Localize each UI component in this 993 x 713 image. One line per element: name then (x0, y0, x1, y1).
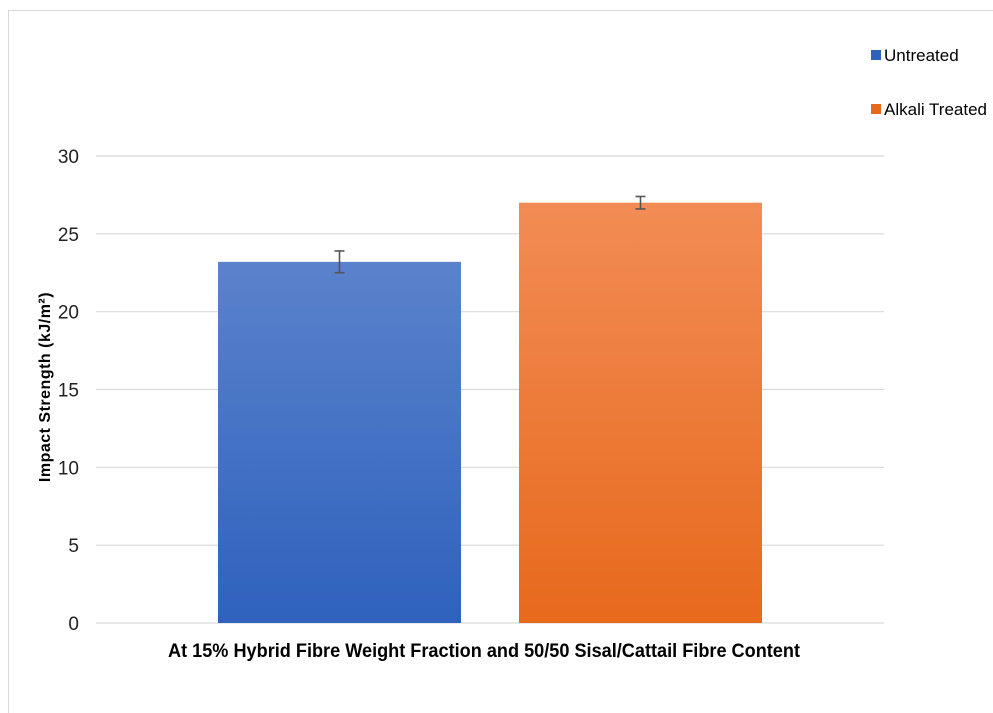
legend-label-alkali-treated: Alkali Treated (884, 100, 987, 119)
y-tick-label: 0 (68, 614, 79, 635)
error-bars (334, 195, 646, 274)
legend: Untreated Alkali Treated (871, 46, 987, 119)
y-tick-label: 10 (58, 458, 79, 479)
y-tick-label: 25 (58, 225, 79, 246)
frame-border-top (8, 10, 993, 11)
legend-swatch-alkali-treated (871, 104, 881, 114)
legend-item-alkali-treated: Alkali Treated (871, 100, 987, 119)
y-axis-label: Impact Strength (kJ/m²) (37, 292, 54, 482)
legend-item-untreated: Untreated (871, 46, 959, 65)
gridlines (96, 155, 884, 624)
frame-border-left (8, 10, 9, 713)
bar-alkali-treated (519, 202, 762, 623)
bars (218, 202, 762, 623)
legend-swatch-untreated (871, 50, 881, 60)
error-bar-alkali-treated (635, 195, 646, 210)
bar-untreated (218, 261, 461, 623)
legend-label-untreated: Untreated (884, 46, 959, 65)
y-axis-tick-labels: 0 5 10 15 20 25 30 (58, 147, 79, 635)
y-tick-label: 30 (58, 147, 79, 168)
y-tick-label: 5 (68, 536, 79, 557)
error-bar-untreated (334, 250, 345, 274)
y-tick-label: 15 (58, 381, 79, 402)
y-tick-label: 20 (58, 303, 79, 324)
x-axis-label: At 15% Hybrid Fibre Weight Fraction and … (168, 641, 801, 662)
